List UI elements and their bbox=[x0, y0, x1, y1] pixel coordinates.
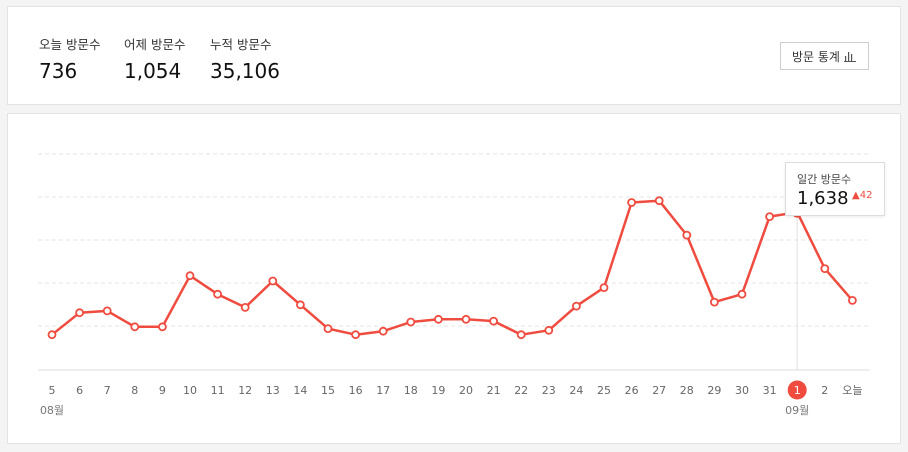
tooltip-value: 1,638 bbox=[797, 188, 849, 209]
tooltip-delta-value: 42 bbox=[859, 190, 873, 201]
data-point[interactable] bbox=[268, 276, 278, 286]
yesterday-visits-label: 어제 방문수 bbox=[124, 37, 186, 52]
tick-label: 15 bbox=[321, 384, 335, 397]
tooltip-delta: ▲42 bbox=[852, 190, 872, 201]
total-visits-value: 35,106 bbox=[210, 59, 280, 83]
data-point[interactable] bbox=[185, 271, 195, 281]
chart-marks bbox=[47, 196, 857, 340]
tick-label: 17 bbox=[376, 384, 390, 397]
tick-label-highlighted: 1 bbox=[794, 384, 801, 397]
data-point[interactable] bbox=[461, 314, 471, 324]
tick-label: 10 bbox=[183, 384, 197, 397]
tick-label: 16 bbox=[349, 384, 363, 397]
visit-stats-button-label: 방문 통계 bbox=[792, 49, 840, 64]
tick-label: 31 bbox=[763, 384, 777, 397]
data-point[interactable] bbox=[627, 198, 636, 207]
data-point[interactable] bbox=[323, 324, 333, 334]
tick-label: 11 bbox=[211, 384, 225, 397]
tick-label: 2 bbox=[821, 384, 828, 397]
today-visits-label: 오늘 방문수 bbox=[39, 37, 101, 52]
tick-label: 29 bbox=[707, 384, 721, 397]
tick-label: 5 bbox=[49, 384, 56, 397]
chart-ticks: 5 6 7 8 9 10 11 12 13 14 15 16 17 18 19 20 21 22 23 24 25 26 2… bbox=[40, 380, 863, 417]
tick-label: 6 bbox=[76, 384, 83, 397]
data-point[interactable] bbox=[682, 230, 692, 240]
data-point[interactable] bbox=[157, 322, 167, 332]
tick-label: 21 bbox=[487, 384, 501, 397]
data-point[interactable] bbox=[765, 212, 774, 221]
chart-grid bbox=[38, 153, 870, 371]
tick-label: 28 bbox=[680, 384, 694, 397]
tick-label: 27 bbox=[652, 384, 666, 397]
tick-label: 24 bbox=[569, 384, 583, 397]
yesterday-visits-value: 1,054 bbox=[124, 59, 182, 83]
series-line bbox=[51, 199, 854, 336]
tick-label: 25 bbox=[597, 384, 611, 397]
tick-label: 13 bbox=[266, 384, 280, 397]
total-visits-label: 누적 방문수 bbox=[210, 37, 272, 52]
month-label: 09월 bbox=[785, 404, 809, 417]
tick-label: 19 bbox=[431, 384, 445, 397]
tooltip-label: 일간 방문수 bbox=[797, 173, 852, 186]
data-point[interactable] bbox=[75, 308, 84, 318]
data-point[interactable] bbox=[433, 314, 443, 324]
data-point[interactable] bbox=[572, 301, 581, 311]
data-point[interactable] bbox=[351, 330, 361, 340]
data-point[interactable] bbox=[130, 322, 140, 332]
chart-tooltip: 일간 방문수 1,638 ▲42 bbox=[785, 162, 885, 216]
data-point[interactable] bbox=[378, 326, 388, 336]
data-point[interactable] bbox=[240, 302, 250, 312]
data-point[interactable] bbox=[213, 289, 223, 299]
data-point[interactable] bbox=[710, 297, 719, 307]
tick-highlight-circle bbox=[787, 380, 807, 400]
data-point[interactable] bbox=[737, 289, 747, 299]
tick-label: 30 bbox=[735, 384, 749, 397]
bar-chart-icon bbox=[843, 52, 856, 62]
data-point[interactable] bbox=[102, 306, 112, 316]
chart-card: 5 6 7 8 9 10 11 12 13 14 15 16 17 18 19 20 21 22 23 24 25 26 2… bbox=[7, 113, 901, 444]
visit-stats-button[interactable]: 방문 통계 bbox=[780, 42, 869, 70]
tick-label: 14 bbox=[293, 384, 307, 397]
data-point[interactable] bbox=[848, 295, 857, 305]
data-point[interactable] bbox=[489, 316, 499, 326]
data-point[interactable] bbox=[654, 196, 664, 206]
data-point[interactable] bbox=[516, 330, 526, 340]
tick-label: 8 bbox=[131, 384, 138, 397]
summary-card: 오늘 방문수 736 어제 방문수 1,054 누적 방문수 35,106 방문… bbox=[7, 6, 901, 105]
data-point[interactable] bbox=[544, 325, 554, 335]
data-point[interactable] bbox=[295, 300, 305, 310]
today-visits-value: 736 bbox=[39, 59, 78, 83]
tick-label: 7 bbox=[104, 384, 111, 397]
triangle-up-icon: ▲ bbox=[852, 190, 860, 201]
tick-label: 26 bbox=[625, 384, 639, 397]
tick-label: 오늘 bbox=[842, 384, 862, 397]
data-point[interactable] bbox=[406, 317, 416, 327]
tick-label: 23 bbox=[542, 384, 556, 397]
tick-label: 18 bbox=[404, 384, 418, 397]
tick-label: 12 bbox=[238, 384, 252, 397]
tick-label: 20 bbox=[459, 384, 473, 397]
data-point[interactable] bbox=[47, 330, 57, 340]
tick-label: 22 bbox=[514, 384, 528, 397]
daily-visits-chart: 5 6 7 8 9 10 11 12 13 14 15 16 17 18 19 20 21 22 23 24 25 26 2… bbox=[38, 153, 870, 417]
tick-label: 9 bbox=[159, 384, 166, 397]
data-point[interactable] bbox=[599, 283, 609, 293]
month-label: 08월 bbox=[40, 404, 64, 417]
data-point[interactable] bbox=[820, 264, 830, 274]
